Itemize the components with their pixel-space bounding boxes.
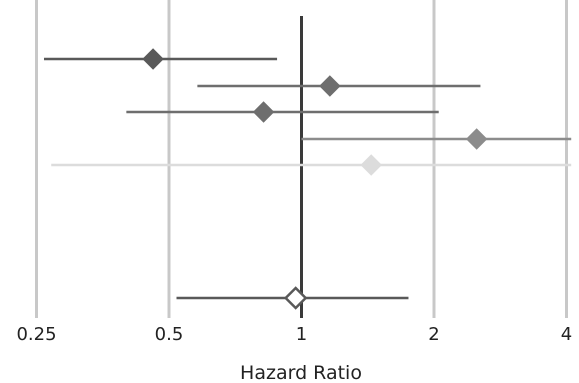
hazard-ratio-diamond-row-2 — [319, 75, 341, 97]
confidence-intervals — [43, 57, 572, 300]
hazard-ratio-diamond-row-3 — [252, 101, 275, 123]
x-tick-label: 4 — [561, 324, 572, 345]
pooled-estimate-diamond — [283, 286, 308, 310]
x-tick-label: 1 — [296, 324, 307, 345]
hazard-ratio-diamond-row-1 — [142, 48, 164, 70]
x-tick-label: 0.5 — [155, 324, 184, 345]
hazard-ratio-markers — [142, 48, 488, 310]
x-tick-label: 2 — [428, 324, 439, 345]
hazard-ratio-diamond-row-4 — [465, 128, 488, 150]
x-axis-label: Hazard Ratio — [240, 362, 362, 383]
hazard-ratio-diamond-row-5 — [360, 154, 382, 176]
x-tick-label: 0.25 — [16, 324, 56, 345]
vertical-gridlines — [35, 0, 568, 318]
x-tick-labels: 0.25 0.5 1 2 4 — [16, 324, 572, 345]
